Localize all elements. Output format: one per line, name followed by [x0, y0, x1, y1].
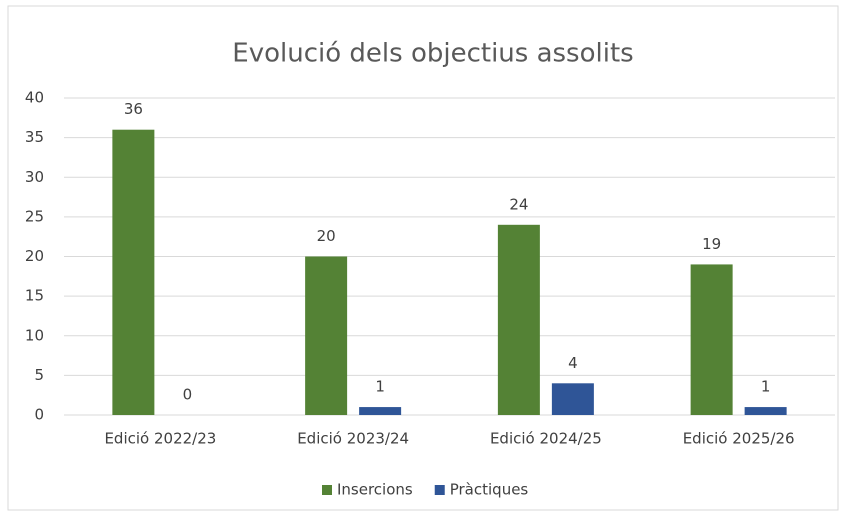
y-tick-label: 25 — [25, 207, 44, 225]
legend-label: Pràctiques — [450, 481, 529, 499]
bar — [359, 407, 402, 415]
chart-title: Evolució dels objectius assolits — [232, 39, 633, 69]
x-tick-label: Edició 2023/24 — [297, 430, 409, 448]
legend-label: Insercions — [337, 481, 413, 499]
bar — [551, 383, 594, 415]
x-tick-label: Edició 2022/23 — [104, 430, 216, 448]
y-tick-label: 35 — [25, 128, 44, 146]
bar — [690, 264, 733, 415]
bar — [497, 224, 540, 415]
data-label: 20 — [317, 227, 336, 245]
y-tick-label: 40 — [25, 89, 44, 107]
data-label: 1 — [761, 378, 771, 396]
legend-swatch — [322, 485, 332, 495]
y-tick-label: 5 — [34, 366, 44, 384]
data-label: 36 — [124, 100, 143, 118]
data-label: 1 — [375, 378, 385, 396]
data-label: 4 — [568, 354, 578, 372]
x-tick-label: Edició 2025/26 — [683, 430, 795, 448]
y-tick-label: 20 — [25, 247, 44, 265]
data-label: 24 — [509, 195, 528, 213]
y-tick-label: 10 — [25, 326, 44, 344]
legend-swatch — [434, 485, 445, 495]
y-tick-label: 30 — [25, 168, 44, 186]
bar — [305, 256, 348, 415]
y-tick-label: 0 — [34, 406, 44, 424]
x-tick-label: Edició 2024/25 — [490, 430, 602, 448]
bar — [744, 407, 787, 415]
data-label: 19 — [702, 235, 721, 253]
bar — [112, 129, 155, 415]
data-label: 0 — [183, 386, 193, 404]
y-tick-label: 15 — [25, 287, 44, 305]
